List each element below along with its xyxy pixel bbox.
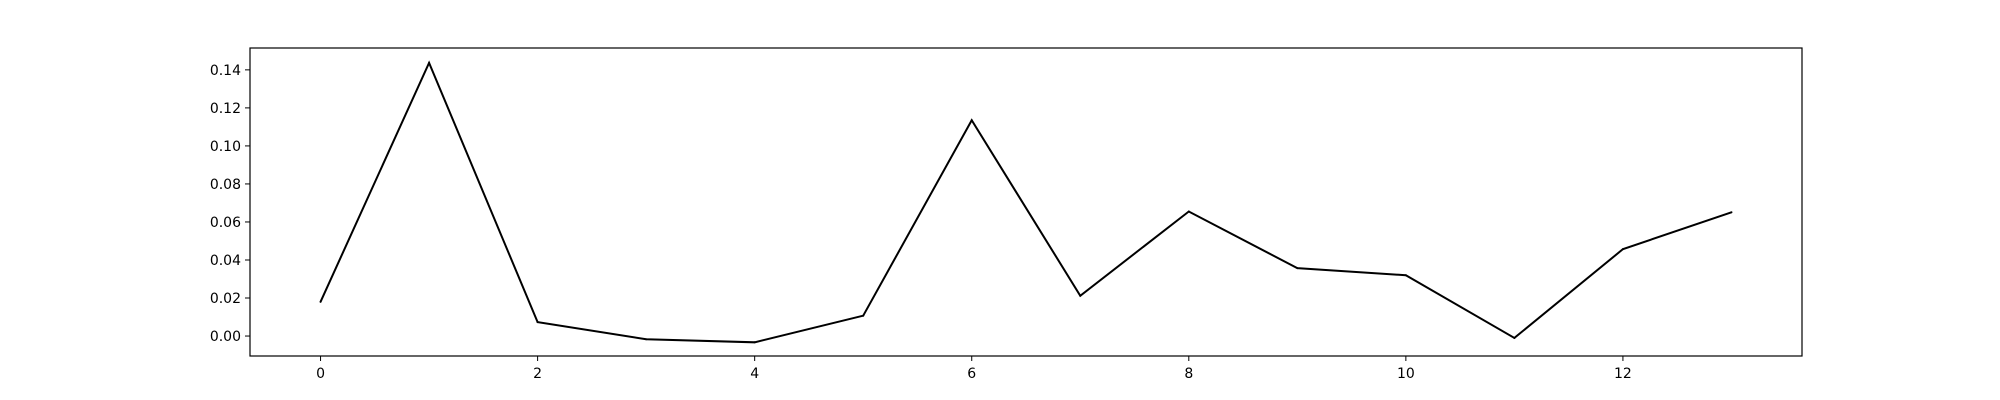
y-tick-label: 0.10 [210,139,241,155]
y-tick-label: 0.00 [210,329,241,345]
x-tick-label: 4 [750,366,759,382]
y-tick-label: 0.08 [210,177,241,193]
data-point [428,61,431,64]
y-tick-label: 0.02 [210,291,241,307]
data-point [1730,211,1733,214]
data-point [319,300,322,303]
x-tick-label: 12 [1614,366,1632,382]
y-axis: 0.00 0.02 0.04 0.06 0.08 0.10 0.12 0.14 [210,63,250,345]
data-point [753,341,756,344]
y-tick-label: 0.06 [210,215,241,231]
y-tick-label: 0.14 [210,63,241,79]
data-point [970,119,973,122]
x-axis: 0 2 4 6 8 10 12 [316,356,1632,382]
data-point [1404,274,1407,277]
data-point [1296,267,1299,270]
plot-frame [249,47,1803,357]
data-point [536,321,539,324]
x-tick-label: 10 [1397,366,1415,382]
data-point [1187,210,1190,213]
y-tick-label: 0.04 [210,253,241,269]
data-point [1513,336,1516,339]
x-tick-label: 0 [316,366,325,382]
x-tick-label: 8 [1184,366,1193,382]
data-point [645,338,648,341]
data-point [1621,248,1624,251]
series-line [319,60,1732,344]
data-point [862,314,865,317]
x-tick-label: 2 [533,366,542,382]
x-tick-label: 6 [967,366,976,382]
data-point [1079,294,1082,297]
series-layer [319,60,1733,344]
y-tick-label: 0.12 [210,101,241,117]
